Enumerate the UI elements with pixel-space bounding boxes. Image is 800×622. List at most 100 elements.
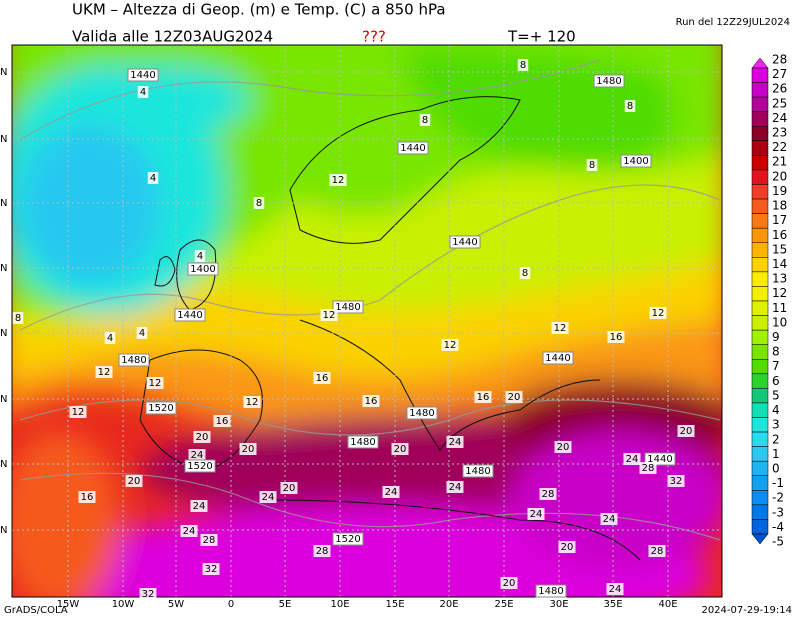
contour-label: 20	[196, 432, 209, 443]
contour-label-box	[607, 331, 625, 343]
lon-label: 40E	[658, 599, 677, 610]
contour-label: 28	[642, 463, 655, 474]
contour-label: 1480	[538, 586, 563, 597]
lat-label: N	[0, 198, 7, 209]
contour-label-box	[419, 114, 431, 126]
colorbar-label: 25	[772, 96, 787, 110]
contour-label: 16	[365, 396, 378, 407]
colorbar-box	[751, 227, 769, 243]
contour-label: 1480	[596, 76, 621, 87]
colorbar-box	[751, 490, 769, 506]
contour-label: 12	[323, 310, 336, 321]
contour-label-box	[505, 391, 523, 403]
contour-label-box	[146, 377, 164, 389]
lat-label: N	[0, 263, 7, 274]
contour-label-box	[127, 68, 159, 82]
colorbar-label: 21	[772, 155, 787, 169]
contour-label-box	[558, 541, 576, 553]
contour-label: 12	[652, 308, 665, 319]
contour-label: 1440	[130, 70, 155, 81]
contour-label-box	[187, 262, 219, 276]
contour-label: 20	[503, 578, 516, 589]
contour-label: 16	[477, 392, 490, 403]
contour-label-box	[188, 449, 206, 461]
contour-label-box	[535, 584, 567, 598]
contour-label-box	[12, 312, 24, 324]
contour-label-box	[474, 391, 492, 403]
contour-label-box	[332, 532, 364, 546]
contour-label: 24	[530, 509, 543, 520]
contour-label: 16	[216, 416, 229, 427]
contour-label-box	[586, 159, 598, 171]
contour-label: 16	[610, 332, 623, 343]
colorbar-box	[751, 446, 769, 462]
lon-label: 0	[228, 599, 234, 610]
contour-label: 24	[609, 584, 622, 595]
colorbar-box	[751, 82, 769, 98]
contour-label-box	[446, 436, 464, 448]
colorbar-label: 12	[772, 286, 787, 300]
map-field	[12, 45, 722, 597]
contour-label-box	[623, 453, 641, 465]
contour-label: 24	[262, 492, 275, 503]
contour-label-box	[391, 443, 409, 455]
colorbar-box	[751, 300, 769, 316]
lat-label: N	[0, 134, 7, 145]
map-frame	[11, 44, 723, 598]
contour-label: 32	[205, 564, 218, 575]
contour-label: 32	[670, 476, 683, 487]
lon-label: 5E	[279, 599, 292, 610]
contour-label-box	[329, 174, 347, 186]
colorbar-label: 6	[772, 374, 780, 388]
contour-label: 1480	[465, 466, 490, 477]
contour-label: 12	[554, 323, 567, 334]
colorbar-label: 13	[772, 272, 787, 286]
contour-label: 20	[283, 483, 296, 494]
contour-label: 4	[140, 87, 146, 98]
contour-label-box	[449, 235, 481, 249]
colorbar-label: -4	[772, 520, 784, 534]
contour-label: 12	[444, 340, 457, 351]
colorbar-box	[751, 257, 769, 273]
colorbar-box	[751, 519, 769, 535]
colorbar-box	[751, 359, 769, 375]
contour-label: 1480	[335, 302, 360, 313]
run: Run del 12Z29JUL2024	[676, 17, 790, 28]
contour-label-box	[180, 525, 198, 537]
colorbar-label: -1	[772, 476, 784, 490]
contour-label: 28	[542, 489, 555, 500]
contour-label-box	[600, 513, 618, 525]
lat-label: N	[0, 459, 7, 470]
contour-label-box	[332, 300, 364, 314]
colorbar-label: 17	[772, 213, 787, 227]
colorbar-box	[751, 111, 769, 127]
contour-label-box	[243, 396, 261, 408]
colorbar-label: 27	[772, 67, 787, 81]
colorbar-label: 20	[772, 169, 787, 183]
contour-label-box	[441, 339, 459, 351]
contour-label: 4	[150, 173, 156, 184]
colorbar-cap	[751, 533, 769, 545]
contour-label-box	[446, 481, 464, 493]
footer-right: 2024-07-29-19:14	[701, 605, 792, 616]
contour-label: 8	[15, 313, 21, 324]
colorbar-box	[751, 344, 769, 360]
colorbar-label: 0	[772, 461, 780, 475]
contour-label: 1440	[647, 454, 672, 465]
flag: ???	[362, 28, 386, 46]
contour-label: 12	[332, 175, 345, 186]
colorbar-label: 28	[772, 53, 787, 67]
contour-label: 28	[651, 546, 664, 557]
lon-label: 20E	[439, 599, 458, 610]
colorbar-label: 7	[772, 359, 780, 373]
title: UKM – Altezza di Geop. (m) e Temp. (C) a…	[72, 1, 446, 19]
contour-label-box	[313, 545, 331, 557]
contour-label-box	[620, 154, 652, 168]
contour-label-box	[137, 86, 149, 98]
colorbar-box	[751, 184, 769, 200]
contour-label-box	[202, 563, 220, 575]
contour-label-box	[193, 431, 211, 443]
contour-label-box	[667, 475, 685, 487]
colorbar-label: 4	[772, 403, 780, 417]
